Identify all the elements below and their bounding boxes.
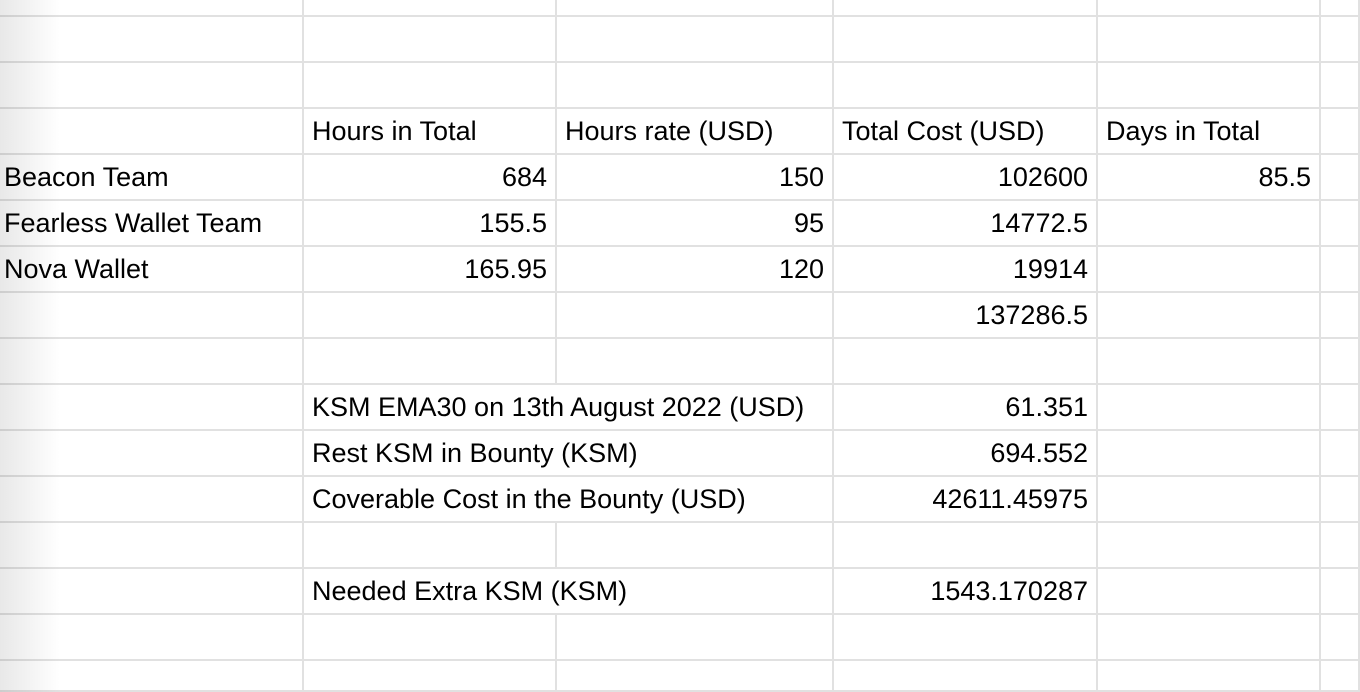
- cell-b12[interactable]: [304, 523, 557, 569]
- cell-e7[interactable]: [1098, 293, 1321, 339]
- hours-rate-cell[interactable]: 120: [557, 247, 834, 293]
- cell-d2[interactable]: [834, 63, 1098, 109]
- cell-f15[interactable]: [1321, 661, 1360, 692]
- cell-b14[interactable]: [304, 615, 557, 661]
- cell-c7[interactable]: [557, 293, 834, 339]
- cell-e8[interactable]: [1098, 339, 1321, 385]
- cell-c2[interactable]: [557, 63, 834, 109]
- cell-b1[interactable]: [304, 17, 557, 63]
- cell-f14[interactable]: [1321, 615, 1360, 661]
- team-name-cell[interactable]: Fearless Wallet Team: [0, 201, 304, 247]
- cell-a0[interactable]: [0, 0, 304, 17]
- cell-f13[interactable]: [1321, 569, 1360, 615]
- header-total-cost[interactable]: Total Cost (USD): [834, 109, 1098, 155]
- cell-b8[interactable]: [304, 339, 557, 385]
- ksm-ema30-value-cell[interactable]: 61.351: [834, 385, 1098, 431]
- cell-f3[interactable]: [1321, 109, 1360, 155]
- cell-f5[interactable]: [1321, 201, 1360, 247]
- cell-a15[interactable]: [0, 661, 304, 692]
- hours-total-cell[interactable]: 155.5: [304, 201, 557, 247]
- team-name-cell[interactable]: Nova Wallet: [0, 247, 304, 293]
- cell-e11[interactable]: [1098, 477, 1321, 523]
- days-total-cell[interactable]: 85.5: [1098, 155, 1321, 201]
- cell-c12[interactable]: [557, 523, 834, 569]
- cell-f12[interactable]: [1321, 523, 1360, 569]
- total-cost-sum-cell[interactable]: 137286.5: [834, 293, 1098, 339]
- cell-f2[interactable]: [1321, 63, 1360, 109]
- cell-a7[interactable]: [0, 293, 304, 339]
- rest-ksm-label-cell[interactable]: Rest KSM in Bounty (KSM): [304, 431, 834, 477]
- days-total-cell[interactable]: [1098, 247, 1321, 293]
- cell-d8[interactable]: [834, 339, 1098, 385]
- cell-b0[interactable]: [304, 0, 557, 17]
- cell-c15[interactable]: [557, 661, 834, 692]
- cell-d12[interactable]: [834, 523, 1098, 569]
- header-days-in-total[interactable]: Days in Total: [1098, 109, 1321, 155]
- cell-f6[interactable]: [1321, 247, 1360, 293]
- cell-b15[interactable]: [304, 661, 557, 692]
- rest-ksm-value-cell[interactable]: 694.552: [834, 431, 1098, 477]
- cell-a11[interactable]: [0, 477, 304, 523]
- header-hours-rate[interactable]: Hours rate (USD): [557, 109, 834, 155]
- cell-a14[interactable]: [0, 615, 304, 661]
- header-hours-in-total[interactable]: Hours in Total: [304, 109, 557, 155]
- cell-e10[interactable]: [1098, 431, 1321, 477]
- cell-f7[interactable]: [1321, 293, 1360, 339]
- cell-a12[interactable]: [0, 523, 304, 569]
- needed-extra-ksm-label-cell[interactable]: Needed Extra KSM (KSM): [304, 569, 834, 615]
- coverable-cost-label-cell[interactable]: Coverable Cost in the Bounty (USD): [304, 477, 834, 523]
- total-cost-cell[interactable]: 14772.5: [834, 201, 1098, 247]
- cell-f9[interactable]: [1321, 385, 1360, 431]
- cell-c14[interactable]: [557, 615, 834, 661]
- cell-b7[interactable]: [304, 293, 557, 339]
- needed-extra-ksm-value-cell[interactable]: 1543.170287: [834, 569, 1098, 615]
- total-cost-cell[interactable]: 19914: [834, 247, 1098, 293]
- cell-b2[interactable]: [304, 63, 557, 109]
- cell-e9[interactable]: [1098, 385, 1321, 431]
- cell-e0[interactable]: [1098, 0, 1321, 17]
- cell-a3[interactable]: [0, 109, 304, 155]
- cell-a13[interactable]: [0, 569, 304, 615]
- cell-a10[interactable]: [0, 431, 304, 477]
- cell-d1[interactable]: [834, 17, 1098, 63]
- ksm-ema30-label-cell[interactable]: KSM EMA30 on 13th August 2022 (USD): [304, 385, 834, 431]
- cell-a9[interactable]: [0, 385, 304, 431]
- cell-f1[interactable]: [1321, 17, 1360, 63]
- cell-a2[interactable]: [0, 63, 304, 109]
- cell-e12[interactable]: [1098, 523, 1321, 569]
- coverable-cost-value-cell[interactable]: 42611.45975: [834, 477, 1098, 523]
- cell-c0[interactable]: [557, 0, 834, 17]
- cell-e13[interactable]: [1098, 569, 1321, 615]
- cell-f11[interactable]: [1321, 477, 1360, 523]
- cell-d0[interactable]: [834, 0, 1098, 17]
- total-cost-cell[interactable]: 102600: [834, 155, 1098, 201]
- hours-rate-cell[interactable]: 150: [557, 155, 834, 201]
- hours-total-cell[interactable]: 165.95: [304, 247, 557, 293]
- cell-a8[interactable]: [0, 339, 304, 385]
- cell-f4[interactable]: [1321, 155, 1360, 201]
- cell-e14[interactable]: [1098, 615, 1321, 661]
- cell-c1[interactable]: [557, 17, 834, 63]
- cell-e15[interactable]: [1098, 661, 1321, 692]
- cell-f10[interactable]: [1321, 431, 1360, 477]
- cell-a1[interactable]: [0, 17, 304, 63]
- hours-total-cell[interactable]: 684: [304, 155, 557, 201]
- cell-c8[interactable]: [557, 339, 834, 385]
- team-name-cell[interactable]: Beacon Team: [0, 155, 304, 201]
- cell-f0[interactable]: [1321, 0, 1360, 17]
- cell-f8[interactable]: [1321, 339, 1360, 385]
- days-total-cell[interactable]: [1098, 201, 1321, 247]
- cell-e2[interactable]: [1098, 63, 1321, 109]
- hours-rate-cell[interactable]: 95: [557, 201, 834, 247]
- cell-e1[interactable]: [1098, 17, 1321, 63]
- cell-d14[interactable]: [834, 615, 1098, 661]
- cell-d15[interactable]: [834, 661, 1098, 692]
